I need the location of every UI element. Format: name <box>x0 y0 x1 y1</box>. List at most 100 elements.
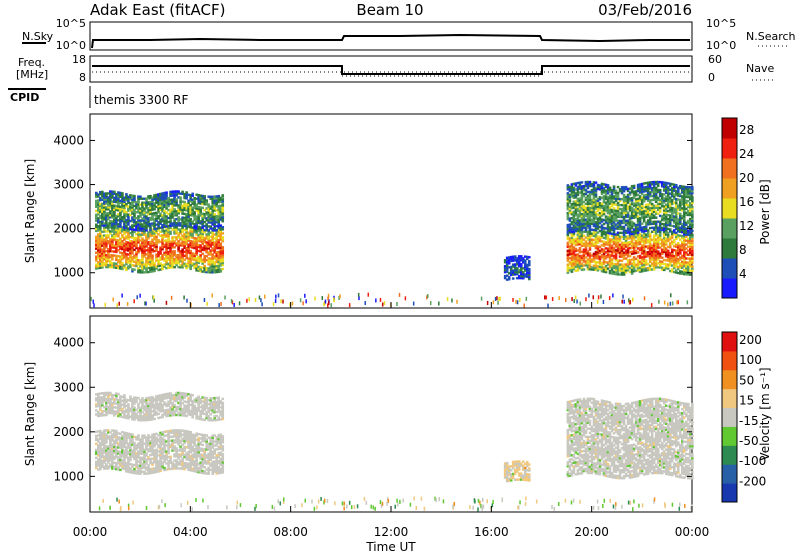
heatmap-cell <box>193 242 196 246</box>
heatmap-cell <box>644 251 648 254</box>
heatmap-cell <box>119 217 122 220</box>
heatmap-cell <box>543 295 546 300</box>
heatmap-cell <box>614 195 618 198</box>
heatmap-cell <box>183 228 186 232</box>
heatmap-cell <box>109 265 112 269</box>
heatmap-cell <box>201 224 204 227</box>
heatmap-cell <box>622 235 626 239</box>
heatmap-cell <box>221 200 225 203</box>
heatmap-cell <box>664 189 668 193</box>
heatmap-cell <box>133 299 135 304</box>
heatmap-cell <box>668 220 672 223</box>
heatmap-cell <box>663 300 666 305</box>
heatmap-cell <box>153 196 156 199</box>
heatmap-cell <box>185 250 188 254</box>
heatmap-cell <box>165 205 168 208</box>
heatmap-cell <box>574 225 578 229</box>
heatmap-cell <box>103 206 106 209</box>
heatmap-cell <box>209 261 213 264</box>
heatmap-cell <box>95 265 98 268</box>
heatmap-cell <box>596 183 600 187</box>
heatmap-cell <box>117 442 120 445</box>
heatmap-cell <box>117 197 120 200</box>
heatmap-cell <box>129 231 132 235</box>
heatmap-cell <box>590 212 594 216</box>
heatmap-cell <box>111 459 114 462</box>
heatmap-cell <box>191 228 194 231</box>
heatmap-cell <box>604 197 608 200</box>
y-tick-label: 3000 <box>53 178 84 192</box>
heatmap-cell <box>652 242 656 245</box>
heatmap-cell <box>135 201 138 204</box>
heatmap-cell <box>147 248 150 252</box>
heatmap-cell <box>187 217 190 220</box>
heatmap-cell <box>199 232 202 235</box>
heatmap-cell <box>137 251 140 254</box>
heatmap-cell <box>566 206 570 209</box>
cpid-label: CPID <box>10 91 39 104</box>
heatmap-cell <box>167 208 170 212</box>
heatmap-cell <box>670 189 674 192</box>
heatmap-cell <box>137 267 140 270</box>
heatmap-cell <box>590 188 594 192</box>
heatmap-cell <box>594 215 598 218</box>
heatmap-cell <box>135 233 138 236</box>
heatmap-cell <box>590 222 594 226</box>
heatmap-cell <box>576 221 580 224</box>
heatmap-cell <box>141 470 144 473</box>
heatmap-cell <box>626 253 630 256</box>
heatmap-cell <box>147 209 150 212</box>
heatmap-cell <box>97 438 100 441</box>
heatmap-cell <box>187 215 190 218</box>
heatmap-cell <box>686 300 689 305</box>
heatmap-cell <box>113 433 116 436</box>
heatmap-cell <box>509 257 513 261</box>
heatmap-cell <box>676 246 680 249</box>
heatmap-cell <box>648 226 652 230</box>
heatmap-cell <box>131 218 134 221</box>
heatmap-cell <box>566 245 570 249</box>
heatmap-cell <box>201 238 204 242</box>
heatmap-cell <box>189 265 192 269</box>
heatmap-cell <box>670 234 674 238</box>
heatmap-cell <box>217 194 221 198</box>
heatmap-cell <box>622 245 626 248</box>
heatmap-cell <box>664 215 668 218</box>
heatmap-cell <box>99 449 102 453</box>
heatmap-cell <box>638 185 642 188</box>
heatmap-cell <box>175 259 178 263</box>
heatmap-cell <box>648 222 652 226</box>
heatmap-cell <box>586 206 590 209</box>
heatmap-cell <box>151 218 154 221</box>
heatmap-cell <box>181 258 184 261</box>
heatmap-cell <box>213 249 217 252</box>
heatmap-cell <box>145 219 148 222</box>
heatmap-cell <box>165 241 168 244</box>
heatmap-cell <box>580 187 584 190</box>
heatmap-cell <box>137 237 140 240</box>
heatmap-cell <box>582 238 586 241</box>
heatmap-cell <box>186 298 188 303</box>
heatmap-cell <box>456 299 458 304</box>
heatmap-cell <box>616 203 620 207</box>
heatmap-cell <box>103 230 106 233</box>
heatmap-cell <box>95 229 98 233</box>
heatmap-cell <box>672 229 676 232</box>
heatmap-cell <box>125 254 128 258</box>
heatmap-cell <box>596 235 600 238</box>
heatmap-cell <box>566 198 570 201</box>
heatmap-cell <box>189 239 192 243</box>
heatmap-cell <box>578 254 582 258</box>
heatmap-cell <box>596 261 600 264</box>
heatmap-cell <box>149 471 152 475</box>
heatmap-cell <box>630 214 634 218</box>
heatmap-cell <box>144 301 146 306</box>
heatmap-cell <box>650 212 654 216</box>
heatmap-cell <box>197 193 200 197</box>
heatmap-cell <box>503 261 507 264</box>
heatmap-cell <box>103 252 106 255</box>
heatmap-cell <box>588 242 592 245</box>
heatmap-cell <box>622 193 626 197</box>
heatmap-cell <box>676 212 680 215</box>
heatmap-cell <box>109 210 112 213</box>
